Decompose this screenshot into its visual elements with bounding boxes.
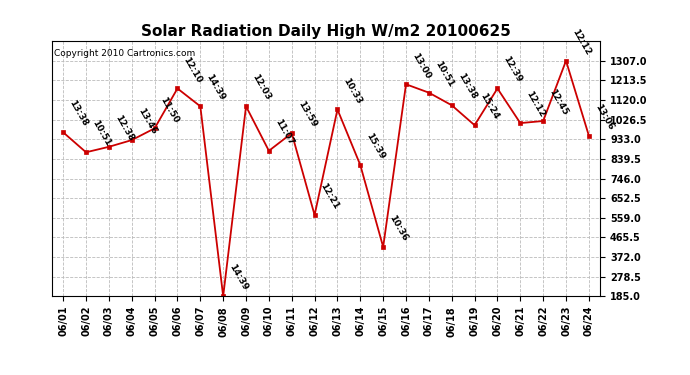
Title: Solar Radiation Daily High W/m2 20100625: Solar Radiation Daily High W/m2 20100625 xyxy=(141,24,511,39)
Text: 13:59: 13:59 xyxy=(296,100,318,129)
Text: 11:50: 11:50 xyxy=(159,95,181,124)
Text: 12:10: 12:10 xyxy=(181,55,204,84)
Text: 12:39: 12:39 xyxy=(502,55,524,84)
Text: 12:38: 12:38 xyxy=(113,113,135,142)
Text: 12:45: 12:45 xyxy=(547,87,569,117)
Text: 13:38: 13:38 xyxy=(68,99,90,128)
Text: 15:39: 15:39 xyxy=(364,132,386,161)
Text: 13:38: 13:38 xyxy=(456,72,478,101)
Text: 15:24: 15:24 xyxy=(479,92,501,121)
Text: 11:07: 11:07 xyxy=(273,117,295,147)
Text: 10:36: 10:36 xyxy=(387,214,409,243)
Text: 10:51: 10:51 xyxy=(90,119,112,148)
Text: 12:12: 12:12 xyxy=(524,90,546,119)
Text: 13:06: 13:06 xyxy=(593,102,615,132)
Text: 12:21: 12:21 xyxy=(319,182,341,211)
Text: 10:33: 10:33 xyxy=(342,76,364,105)
Text: 12:12: 12:12 xyxy=(570,27,592,57)
Text: Copyright 2010 Cartronics.com: Copyright 2010 Cartronics.com xyxy=(55,49,196,58)
Text: 14:39: 14:39 xyxy=(204,73,227,102)
Text: 12:03: 12:03 xyxy=(250,73,273,102)
Text: 13:46: 13:46 xyxy=(136,106,158,136)
Text: 13:00: 13:00 xyxy=(410,51,432,80)
Text: 10:51: 10:51 xyxy=(433,59,455,88)
Text: 14:39: 14:39 xyxy=(227,262,250,292)
